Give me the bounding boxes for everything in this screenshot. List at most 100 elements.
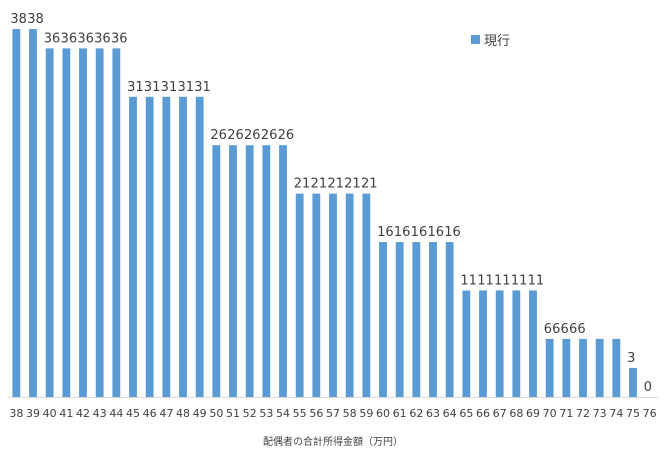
bar-46 — [145, 96, 154, 397]
data-label: 16 — [394, 225, 411, 240]
data-label: 36 — [94, 31, 111, 46]
data-label: 38 — [27, 12, 44, 27]
data-label: 6 — [569, 322, 577, 337]
bar-50 — [212, 145, 221, 397]
x-tick-label: 67 — [493, 407, 507, 420]
data-label: 16 — [377, 225, 394, 240]
x-tick-label: 68 — [509, 407, 523, 420]
bar-65 — [462, 290, 471, 397]
x-tick-label: 62 — [409, 407, 423, 420]
bar-62 — [412, 242, 421, 397]
x-tick-label: 49 — [193, 407, 207, 420]
x-tick-label: 63 — [426, 407, 440, 420]
bar-71 — [562, 338, 571, 397]
bar-54 — [279, 145, 287, 397]
x-tick-label: 40 — [43, 407, 57, 420]
bar-47 — [162, 96, 171, 397]
x-tick-label: 61 — [393, 407, 407, 420]
x-tick-label: 51 — [226, 407, 240, 420]
data-label: 16 — [444, 225, 461, 240]
bar-39 — [29, 29, 37, 397]
bar-67 — [495, 290, 504, 397]
x-tick-label: 53 — [259, 407, 273, 420]
data-label: 6 — [577, 322, 585, 337]
x-tick-label: 72 — [576, 407, 590, 420]
data-label: 16 — [411, 225, 428, 240]
data-label: 31 — [127, 80, 144, 95]
bar-44 — [112, 48, 121, 398]
legend: 現行 — [471, 34, 510, 49]
bar-58 — [345, 193, 354, 397]
data-label: 6 — [561, 322, 569, 337]
x-tick-label: 70 — [543, 407, 557, 420]
x-axis-title: 配偶者の合計所得金額（万円） — [263, 435, 403, 448]
data-label: 16 — [427, 225, 444, 240]
bar-61 — [395, 242, 404, 397]
x-tick-label: 57 — [326, 407, 340, 420]
bar-45 — [129, 96, 137, 397]
data-label: 31 — [194, 80, 211, 95]
data-label: 38 — [10, 12, 27, 27]
bar-57 — [329, 193, 337, 397]
data-label: 36 — [111, 31, 128, 46]
data-label: 36 — [77, 31, 94, 46]
data-label: 26 — [244, 128, 261, 143]
bar-43 — [95, 48, 104, 398]
data-label: 0 — [644, 380, 652, 395]
x-tick-label: 52 — [243, 407, 257, 420]
data-label: 21 — [327, 177, 344, 192]
x-tick-label: 43 — [93, 407, 107, 420]
bar-38 — [12, 29, 21, 397]
data-label: 11 — [477, 273, 494, 288]
bar-69 — [529, 290, 537, 397]
data-label: 36 — [44, 31, 61, 46]
data-label: 11 — [528, 273, 545, 288]
x-tick-label: 64 — [443, 407, 457, 420]
data-label: 26 — [278, 128, 295, 143]
bar-72 — [579, 338, 587, 397]
x-tick-label: 60 — [376, 407, 390, 420]
data-label: 21 — [361, 177, 378, 192]
bar-63 — [429, 242, 437, 397]
x-tick-label: 71 — [559, 407, 573, 420]
bar-75 — [629, 367, 637, 397]
x-tick-label: 46 — [143, 407, 157, 420]
bar-56 — [312, 193, 321, 397]
bar-41 — [62, 48, 71, 398]
data-label: 11 — [494, 273, 511, 288]
data-label: 31 — [177, 80, 194, 95]
bar-40 — [45, 48, 54, 398]
bar-68 — [512, 290, 521, 397]
x-tick-label: 45 — [126, 407, 140, 420]
bar-53 — [262, 145, 271, 397]
data-label: 6 — [544, 322, 552, 337]
data-label: 21 — [311, 177, 328, 192]
data-label: 11 — [460, 273, 477, 288]
x-tick-label: 56 — [309, 407, 323, 420]
x-tick-label: 44 — [109, 407, 123, 420]
bars-group — [12, 29, 637, 398]
x-tick-label: 47 — [159, 407, 173, 420]
x-tick-label: 42 — [76, 407, 90, 420]
bar-51 — [229, 145, 237, 397]
bar-52 — [245, 145, 254, 397]
data-label: 31 — [144, 80, 161, 95]
x-tick-label: 54 — [276, 407, 290, 420]
legend-label: 現行 — [484, 34, 510, 49]
legend-swatch — [471, 35, 480, 44]
data-label: 21 — [344, 177, 361, 192]
bar-74 — [612, 338, 621, 397]
data-label: 11 — [511, 273, 528, 288]
data-label: 36 — [61, 31, 78, 46]
x-tick-label: 69 — [526, 407, 540, 420]
x-tick-label: 59 — [359, 407, 373, 420]
data-label: 26 — [261, 128, 278, 143]
x-tick-label: 41 — [59, 407, 73, 420]
data-label: 26 — [210, 128, 227, 143]
bar-42 — [79, 48, 87, 398]
bar-48 — [179, 96, 187, 397]
data-label: 31 — [161, 80, 178, 95]
bar-55 — [295, 193, 304, 397]
